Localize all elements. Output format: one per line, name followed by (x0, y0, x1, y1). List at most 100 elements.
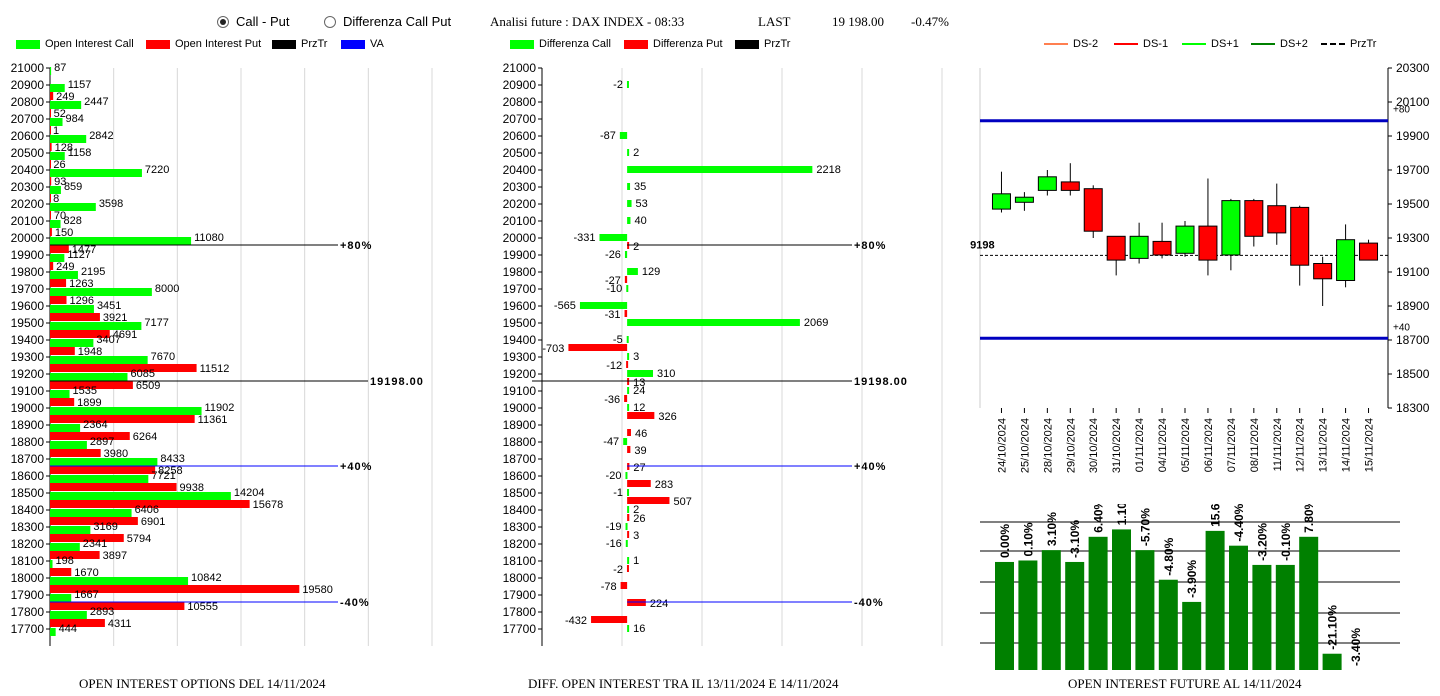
y-tick-21: 18900 (11, 418, 45, 432)
put-bar-19500 (50, 330, 110, 338)
last-label: LAST (758, 14, 791, 29)
call-bar-17700 (50, 628, 56, 636)
call-bar-20200 (50, 203, 96, 211)
radio-diff-label[interactable]: Differenza Call Put (343, 14, 452, 29)
call-bar-19300 (50, 356, 148, 364)
x-tick-12: 11/11/2024 (1272, 418, 1284, 471)
y-tick-4: 19100 (1396, 265, 1430, 279)
x-tick-5: 3770.6 (924, 655, 960, 656)
y-tick-1: 20900 (11, 78, 45, 92)
diffcall-label-19300: 3 (633, 351, 639, 363)
y-tick-10: 20300 (1396, 61, 1430, 75)
y-tick-12: 19800 (503, 265, 537, 279)
diffput-bar-18900 (627, 429, 631, 436)
radio-call-put[interactable] (217, 16, 229, 28)
diffput-bar-19300 (626, 361, 629, 368)
call-label-19600: 3451 (97, 300, 121, 312)
marker-label-2: +40% (854, 461, 886, 473)
y-tick-24: 18600 (503, 469, 537, 483)
y-tick-24: 18600 (11, 469, 45, 483)
radio-call-put-label[interactable]: Call - Put (236, 14, 290, 29)
y-tick-25: 18500 (503, 486, 537, 500)
y-tick-30: 18000 (503, 571, 537, 585)
x-tick-5: 25000 (352, 655, 386, 656)
fut-label-15: -3.40% (1349, 628, 1363, 666)
y-tick-8: 20200 (11, 197, 45, 211)
call-bar-20700 (50, 118, 63, 126)
y-tick-13: 19700 (503, 282, 537, 296)
diffcall-label-18400: 2 (633, 504, 639, 516)
diffput-bar-19600 (624, 310, 628, 317)
call-bar-20500 (50, 152, 65, 160)
diffput-label-19200: 13 (633, 377, 645, 389)
y-tick-32: 17800 (503, 605, 537, 619)
call-label-18900: 2364 (83, 419, 107, 431)
radio-diff-call-put[interactable] (324, 16, 336, 28)
y-tick-9: 20100 (1396, 95, 1430, 109)
put-bar-20200 (50, 211, 51, 219)
diffcall-label-20500: 2 (633, 147, 639, 159)
candle-14 (1313, 263, 1333, 280)
put-bar-20800 (50, 109, 51, 117)
diffcall-label-17700: 16 (633, 623, 645, 635)
y-tick-7: 20300 (11, 180, 45, 194)
diffcall-bar-19500 (627, 319, 800, 326)
diffcall-bar-19400 (626, 336, 629, 343)
diffcall-bar-19200 (627, 370, 654, 377)
call-label-18300: 3169 (93, 521, 117, 533)
oi-options-chart: 0 5000 10000 15000 20000 25000 30000 21000 87 209… (11, 61, 449, 656)
diffcall-bar-20900 (626, 81, 629, 88)
put-bar-18700 (50, 466, 156, 474)
call-label-18500: 14204 (234, 487, 265, 499)
put-bar-19100 (50, 398, 75, 406)
call-bar-19900 (50, 254, 65, 262)
diffcall-bar-17700 (627, 625, 630, 632)
diffput-label-18700: 27 (633, 462, 645, 474)
diffcall-bar-18300 (625, 523, 628, 530)
put-bar-19000 (50, 415, 195, 423)
put-label-20000: 1477 (72, 244, 96, 256)
diffcall-label-18100: 1 (633, 555, 639, 567)
candle-8 (1175, 225, 1195, 254)
fut-label-5: 1.10% (1115, 504, 1129, 525)
call-label-20200: 3598 (99, 198, 123, 210)
put-bar-18100 (50, 568, 72, 576)
call-bar-19600 (50, 305, 94, 313)
caption-diff: DIFF. OPEN INTEREST TRA IL 13/11/2024 E … (528, 676, 839, 691)
y-tick-0: 21000 (11, 61, 45, 75)
legend-oi-call: Open Interest Call (16, 38, 134, 50)
diffcall-label-19700: -10 (606, 283, 622, 295)
y-tick-5: 19300 (1396, 231, 1430, 245)
y-tick-7: 19700 (1396, 163, 1430, 177)
x-tick-3: 15000 (224, 655, 258, 656)
call-label-18000: 10842 (191, 572, 222, 584)
y-tick-5: 20500 (11, 146, 45, 160)
fut-label-1: 0.10% (1021, 522, 1035, 556)
put-label-19500: 4691 (113, 329, 137, 341)
diffput-label-19400: -703 (542, 343, 564, 355)
diffcall-label-20200: 53 (636, 198, 648, 210)
diffput-bar-19100 (624, 395, 628, 402)
y-tick-29: 18100 (11, 554, 45, 568)
diffcall-label-19200: 310 (657, 368, 675, 380)
put-label-18300: 5794 (127, 533, 151, 545)
diffcall-label-19100: 24 (633, 385, 645, 397)
y-tick-28: 18200 (503, 537, 537, 551)
y-tick-28: 18200 (11, 537, 45, 551)
x-tick-10: 07/11/2024 (1226, 418, 1238, 472)
diffcall-label-19000: 12 (633, 402, 645, 414)
put-bar-19200 (50, 381, 133, 389)
x-tick-3: 29/10/2024 (1065, 418, 1077, 473)
call-label-17800: 2893 (90, 606, 114, 618)
fut-label-13: 7.80% (1302, 504, 1316, 533)
marker-label-0: +80% (854, 240, 886, 252)
candle-2 (1037, 176, 1057, 191)
y-tick-16: 19400 (503, 333, 537, 347)
legend-przr-1: PrzTr (272, 38, 327, 50)
diffcall-bar-18400 (627, 506, 630, 513)
call-label-19300: 7670 (151, 351, 175, 363)
candle-13 (1290, 206, 1310, 266)
call-bar-19200 (50, 373, 128, 381)
put-label-18500: 15678 (253, 499, 284, 511)
x-tick-2: 10000 (161, 655, 195, 656)
